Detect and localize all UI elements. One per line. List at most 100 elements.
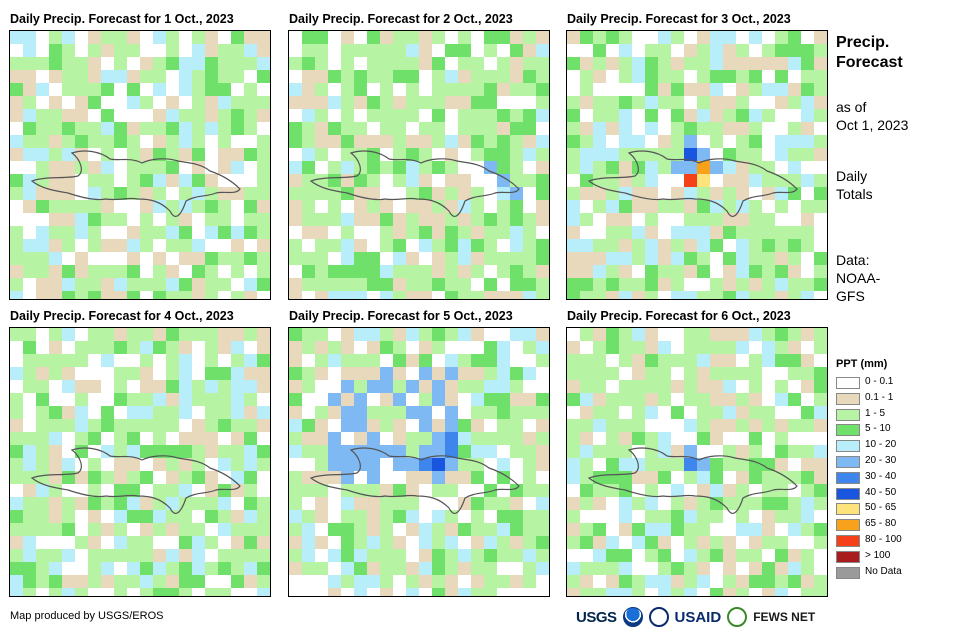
precip-cell	[127, 96, 140, 109]
precip-cell	[606, 406, 619, 419]
precip-cell	[723, 161, 736, 174]
precip-cell	[775, 135, 788, 148]
precip-cell	[523, 161, 536, 174]
precip-cell	[257, 44, 270, 57]
precip-cell	[684, 328, 697, 341]
precip-cell	[406, 497, 419, 510]
precip-cell	[218, 83, 231, 96]
precip-cell	[645, 174, 658, 187]
precip-cell	[484, 213, 497, 226]
legend-swatch	[836, 424, 860, 437]
precip-cell	[153, 83, 166, 96]
precip-cell	[567, 70, 580, 83]
precip-cell	[801, 252, 814, 265]
precip-cell	[166, 536, 179, 549]
precip-cell	[302, 328, 315, 341]
precip-cell	[231, 148, 244, 161]
precip-cell	[341, 96, 354, 109]
precip-cell	[510, 187, 523, 200]
precip-cell	[315, 562, 328, 575]
precip-cell	[801, 588, 814, 596]
noaa-logo-icon	[622, 607, 643, 627]
precip-cell	[23, 213, 36, 226]
precip-cell	[749, 562, 762, 575]
precip-cell	[140, 239, 153, 252]
precip-cell	[484, 278, 497, 291]
precip-cell	[749, 226, 762, 239]
precip-cell	[289, 187, 302, 200]
precip-cell	[645, 226, 658, 239]
precip-cell	[36, 432, 49, 445]
precip-cell	[419, 161, 432, 174]
precip-cell	[10, 523, 23, 536]
precip-cell	[801, 354, 814, 367]
precip-cell	[749, 367, 762, 380]
precip-cell	[684, 44, 697, 57]
precip-cell	[341, 226, 354, 239]
precip-cell	[619, 497, 632, 510]
precip-cell	[510, 109, 523, 122]
precip-cell	[393, 200, 406, 213]
precip-cell	[289, 445, 302, 458]
precip-cell	[393, 380, 406, 393]
precip-cell	[606, 458, 619, 471]
precip-cell	[192, 445, 205, 458]
precip-cell	[192, 174, 205, 187]
precip-cell	[166, 484, 179, 497]
precip-cell	[710, 380, 723, 393]
precip-cell	[341, 278, 354, 291]
precip-cell	[484, 341, 497, 354]
precip-cell	[684, 213, 697, 226]
precip-cell	[419, 83, 432, 96]
precip-cell	[619, 109, 632, 122]
precip-cell	[23, 161, 36, 174]
precip-cell	[593, 458, 606, 471]
precip-cell	[231, 239, 244, 252]
precip-cell	[367, 291, 380, 299]
precip-cell	[218, 70, 231, 83]
precip-cell	[380, 575, 393, 588]
precip-cell	[419, 57, 432, 70]
precip-cell	[684, 239, 697, 252]
precip-cell	[36, 135, 49, 148]
precip-cell	[36, 588, 49, 596]
precip-cell	[153, 562, 166, 575]
precip-cell	[471, 239, 484, 252]
precip-cell	[536, 252, 549, 265]
precip-cell	[632, 187, 645, 200]
precip-cell	[749, 44, 762, 57]
precip-cell	[723, 380, 736, 393]
as-of-value: Oct 1, 2023	[836, 117, 909, 133]
precip-cell	[788, 226, 801, 239]
precip-cell	[257, 252, 270, 265]
precip-cell	[632, 562, 645, 575]
precip-cell	[328, 562, 341, 575]
precip-cell	[762, 328, 775, 341]
precip-cell	[257, 265, 270, 278]
precip-cell	[736, 458, 749, 471]
precip-cell	[432, 96, 445, 109]
precip-cell	[814, 562, 827, 575]
precip-cell	[710, 57, 723, 70]
precip-cell	[75, 57, 88, 70]
precip-cell	[619, 367, 632, 380]
precip-cell	[127, 367, 140, 380]
precip-cell	[567, 135, 580, 148]
precip-cell	[179, 213, 192, 226]
precip-cell	[497, 562, 510, 575]
precip-cell	[723, 31, 736, 44]
precip-cell	[205, 57, 218, 70]
precip-cell	[471, 367, 484, 380]
precip-cell	[523, 135, 536, 148]
precip-cell	[736, 445, 749, 458]
precip-cell	[114, 380, 127, 393]
precip-cell	[205, 523, 218, 536]
precip-cell	[114, 265, 127, 278]
precip-cell	[49, 239, 62, 252]
precip-cell	[710, 70, 723, 83]
precip-cell	[432, 161, 445, 174]
precip-cell	[710, 341, 723, 354]
precip-cell	[231, 367, 244, 380]
precip-cell	[419, 367, 432, 380]
precip-cell	[432, 354, 445, 367]
